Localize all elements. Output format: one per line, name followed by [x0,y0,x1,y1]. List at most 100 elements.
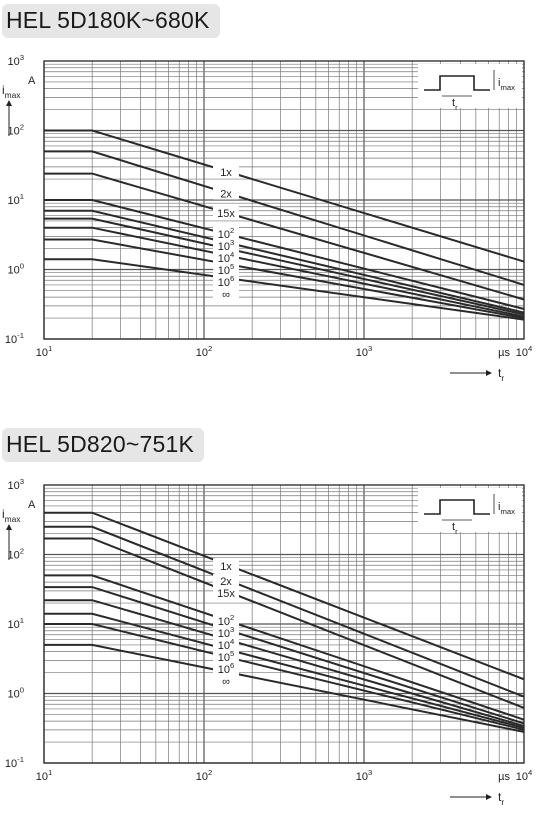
x-axis-arrowhead [486,370,492,376]
y-axis-title: imax [2,83,21,100]
series-label: 105 [213,649,239,664]
series-line [44,525,525,698]
series-line [44,217,525,316]
y-axis-label: imax A [2,499,36,560]
series-line [44,209,525,314]
series-label-text: 102 [218,226,235,241]
series-line [44,511,525,681]
series-line [44,150,525,286]
series-line [44,172,525,301]
y-tick-label: 103 [7,477,24,492]
series-label-bg [213,574,239,588]
series-label-bg [213,626,239,640]
series-label: 15x [213,206,239,220]
chart-panel-top: HEL 5D180K~680K tr imax 1x 2x 15x 102 103 104 10… [2,4,533,383]
series-label-bg [213,206,239,220]
series-label: 102 [213,226,239,241]
series-label-bg [213,287,239,301]
series-line [44,199,525,310]
series-label-text: 102 [218,613,235,628]
x-tick-label: 101 [36,344,53,359]
series-label-bg [213,275,239,289]
series-line [44,623,525,731]
x-unit-label: µs [498,347,510,359]
series-label-text: 105 [218,649,235,664]
series-label-text: 1x [220,561,232,573]
series-label-text: 1x [220,167,232,179]
x-axis-label: tr [450,790,504,807]
series-label-bg [213,251,239,265]
series-label-text: 106 [218,274,235,289]
series-label: 102 [213,613,239,628]
x-tick-label: 102 [196,344,213,359]
series-group [44,129,525,321]
y-unit-label: A [28,499,36,511]
chart-title: HEL 5D180K~680K [6,7,210,33]
series-label: 104 [213,250,239,265]
series-label-text: 104 [218,637,235,652]
series-label-bg [213,586,239,600]
series-label: 105 [213,262,239,277]
series-label: 103 [213,238,239,253]
series-label-text: 103 [218,238,235,253]
y-axis-title: imax [2,507,21,524]
series-label-bg [213,227,239,241]
series-label-bg [213,164,239,178]
pulse-waveform [424,499,490,515]
series-label: 15x [213,586,239,600]
x-tick-label: 103 [356,344,373,359]
series-label-text: ∞ [222,676,230,688]
series-label-bg [213,239,239,253]
series-label-text: 2x [220,576,232,588]
series-line [44,226,525,318]
series-label: 106 [213,661,239,676]
inset-i-label: imax [498,77,515,92]
pulse-inset: tr imax [418,64,522,112]
series-line [44,612,525,729]
y-tick-label: 100 [7,262,24,277]
series-label-text: 15x [217,588,235,600]
y-tick-label: 103 [7,53,24,68]
series-label-text: ∞ [222,289,230,301]
inset-i-label: imax [498,501,515,516]
y-tick-label: 102 [7,547,24,562]
series-label-bg [213,186,239,200]
x-tick-label: 101 [36,768,53,783]
series-line [44,238,525,320]
series-line [44,574,525,721]
y-tick-label: 101 [7,192,24,207]
series-label-text: 2x [220,189,232,201]
pulse-waveform [424,75,490,91]
x-tick-label: 103 [356,768,373,783]
chart-title-badge: HEL 5D820~751K [2,428,205,462]
inset-t-label: tr [452,97,458,112]
y-axis-label: imax A [2,75,36,136]
series-label-text: 105 [218,262,235,277]
series-line [44,599,525,728]
series-label: 2x [213,574,239,588]
series-label: 104 [213,637,239,652]
inset-t-label: tr [452,521,458,536]
chart-title: HEL 5D820~751K [6,431,195,457]
series-label-text: 15x [217,208,235,220]
series-label: 106 [213,274,239,289]
y-axis-arrowhead [6,524,12,530]
inset-background [418,64,522,108]
series-label: 2x [213,186,239,201]
series-label: ∞ [213,674,239,688]
chart-title-badge: HEL 5D180K~680K [2,4,220,38]
series-line [44,586,525,725]
y-tick-label: 10-1 [5,755,24,770]
series-label-bg [213,638,239,652]
series-label-bg [213,263,239,277]
pulse-inset: tr imax [418,488,522,536]
y-tick-label: 100 [7,686,24,701]
series-label-bg [213,674,239,688]
series-label-bg [213,662,239,676]
y-tick-label: 102 [7,123,24,138]
series-label-bg [213,650,239,664]
y-unit-label: A [28,75,36,87]
inset-background [418,488,522,532]
